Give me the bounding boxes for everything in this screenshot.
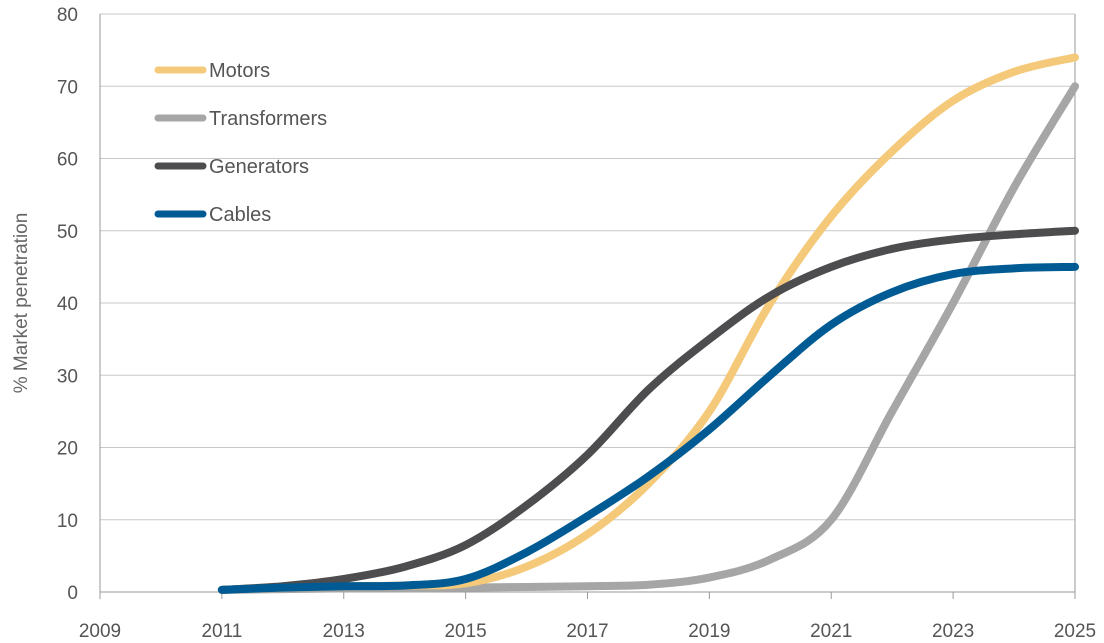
series-line-transformers	[217, 82, 1079, 594]
x-tick-label-2019: 2019	[688, 621, 730, 642]
x-tick-label-2021: 2021	[810, 621, 852, 642]
axes: 0 10 20 30 40 50 60 70 80 2009 2011 2013 2015 2017 201…	[57, 5, 1096, 642]
legend-label-transformers: Transformers	[209, 108, 327, 130]
y-tick-label-50: 50	[57, 222, 78, 243]
gridlines	[100, 13, 1075, 521]
x-tick-label-2015: 2015	[444, 621, 486, 642]
y-tick-label-70: 70	[57, 77, 78, 98]
x-tick-label-2017: 2017	[566, 621, 608, 642]
y-tick-label-80: 80	[57, 5, 78, 26]
y-tick-label-40: 40	[57, 294, 78, 315]
legend-label-generators: Generators	[209, 156, 309, 178]
y-tick-label-20: 20	[57, 439, 78, 460]
x-tick-label-2009: 2009	[79, 621, 121, 642]
series-line-cables	[217, 262, 1079, 594]
y-tick-label-60: 60	[57, 150, 78, 171]
x-tick-label-2013: 2013	[323, 621, 365, 642]
legend-label-cables: Cables	[209, 204, 271, 226]
legend: Motors Transformers Generators Cables	[154, 60, 327, 226]
y-tick-label-10: 10	[57, 511, 78, 532]
legend-label-motors: Motors	[209, 60, 270, 82]
x-tick-label-2023: 2023	[932, 621, 974, 642]
x-tick-label-2025: 2025	[1054, 621, 1096, 642]
y-axis-title: % Market penetration	[11, 213, 32, 394]
y-tick-label-30: 30	[57, 366, 78, 387]
series-layer	[217, 53, 1079, 594]
y-tick-label-0: 0	[67, 583, 78, 604]
x-tick-label-2011: 2011	[201, 621, 242, 642]
series-line-generators	[217, 226, 1079, 594]
series-line-motors	[217, 53, 1079, 594]
